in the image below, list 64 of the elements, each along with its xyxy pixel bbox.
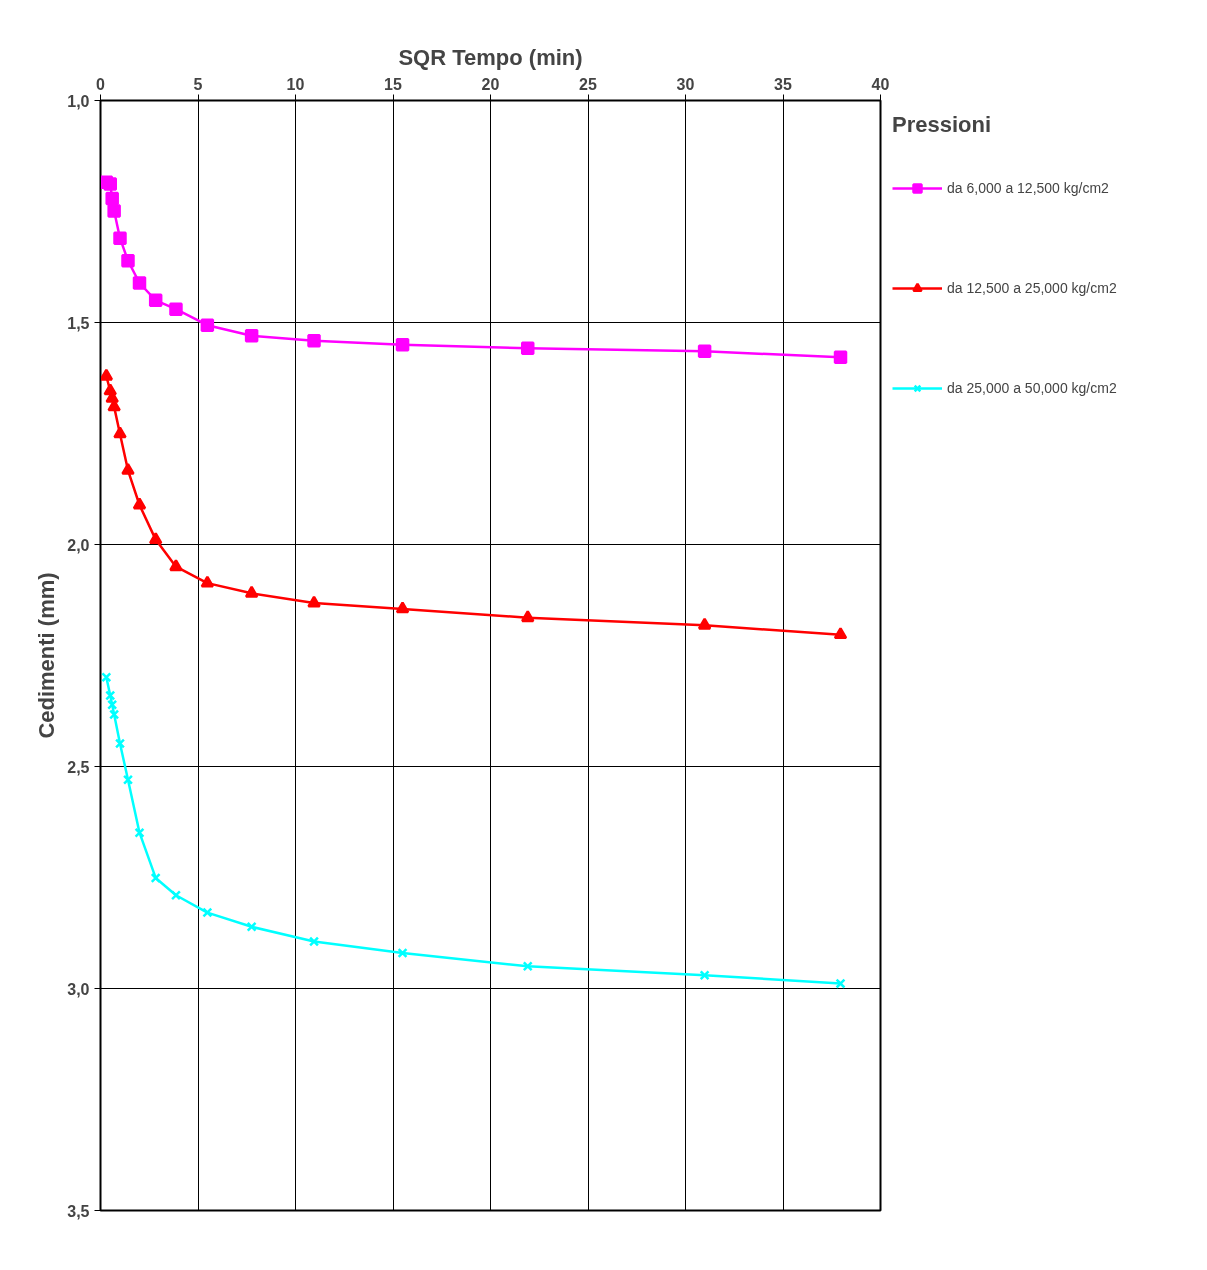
x-tick-label: 40 [871,75,890,93]
point [132,276,147,290]
x-tick-label: 5 [193,75,203,93]
y-tick-label: 3,0 [67,980,90,998]
point [697,617,712,630]
point [170,890,182,901]
point [699,970,710,981]
point [308,936,320,947]
point [105,690,116,701]
point [148,532,163,545]
point [109,709,120,720]
y-axis-title: Cedimenti (mm) [34,572,60,739]
point [134,827,145,838]
point [246,921,257,932]
point [835,978,846,989]
point [307,333,321,348]
y-tick-label: 2,5 [67,758,90,776]
point [105,191,119,206]
point [833,350,848,364]
point [395,337,410,352]
point [307,595,321,608]
point [395,601,410,614]
point [100,368,114,381]
y-tick-label: 2,0 [67,536,90,554]
y-tick-label: 1,0 [67,92,90,110]
point [397,947,408,959]
x-tick-label: 25 [579,75,597,93]
point [121,254,135,268]
point [244,329,259,343]
x-tick-label: 35 [774,75,792,93]
point [202,907,213,918]
point [833,627,848,640]
point [101,672,112,683]
x-tick-label: 15 [384,75,402,93]
legend-label: da 6,000 a 12,500 kg/cm2 [947,180,1109,196]
y-tick-label: 3,5 [67,1202,90,1220]
legend-label: da 25,000 a 50,000 kg/cm2 [947,380,1117,396]
point [150,872,161,884]
x-tick-label: 10 [286,75,305,93]
x-tick-label: 30 [676,75,695,93]
legend-title: Pressioni [892,112,993,138]
point [113,426,127,439]
point [200,318,215,332]
x-tick-label: 20 [481,75,500,93]
point [200,575,215,588]
point [121,462,135,475]
x-axis-title: SQR Tempo (min) [398,44,583,70]
point [520,610,535,623]
legend-label: da 12,500 a 25,000 kg/cm2 [947,280,1117,296]
point [697,344,712,359]
point [122,774,134,785]
point [107,699,118,710]
point [169,559,183,572]
point [148,293,163,308]
point [520,341,535,355]
point [522,961,533,972]
point [114,738,126,749]
point [113,231,127,245]
y-tick-label: 1,5 [67,314,90,332]
point [169,302,183,316]
point [244,585,259,598]
point [107,204,121,218]
x-tick-label: 0 [96,75,106,93]
point [132,497,147,510]
